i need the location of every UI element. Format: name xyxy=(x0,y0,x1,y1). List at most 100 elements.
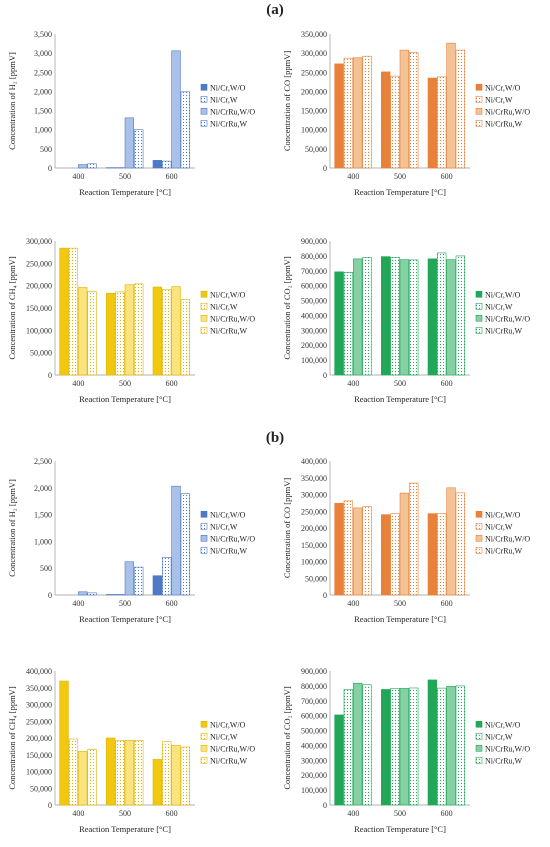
y-axis-title: Concentration of H₂ [ppmV] xyxy=(7,479,17,577)
legend-entry: Ni/CrRu,W/O xyxy=(210,744,255,753)
legend-entry: Ni/CrRu,W/O xyxy=(210,534,255,543)
y-tick-label: 0 xyxy=(323,801,327,810)
y-tick-label: 0 xyxy=(323,591,327,600)
bar xyxy=(409,687,419,806)
legend-entry: Ni/CrRu,W xyxy=(485,546,523,555)
y-tick-label: 300,000 xyxy=(301,326,327,335)
legend-entry: Ni/Cr,W/O xyxy=(485,510,521,519)
y-tick-label: 150,000 xyxy=(301,541,327,550)
y-axis-title: Concentration of CO₂ [ppmV] xyxy=(282,686,292,789)
chart-a-ch4: 0 50,000 100,000 150,000 200,000 250,000 300,0… xyxy=(7,237,255,404)
y-tick-label: 300,000 xyxy=(26,701,52,710)
bar xyxy=(455,49,466,169)
legend-swatch xyxy=(475,95,483,103)
y-tick-label: 1,500 xyxy=(34,511,52,520)
y-tick-label: 0 xyxy=(323,371,327,380)
y-tick-label: 600,000 xyxy=(301,712,327,721)
legend-swatch xyxy=(475,534,483,542)
y-axis-title: Concentration of CH₄ [ppmV] xyxy=(7,686,17,789)
legend-swatch xyxy=(475,510,483,518)
legend-swatch xyxy=(200,95,208,103)
bar xyxy=(59,247,69,376)
bar xyxy=(353,57,363,169)
x-tick-label: 600 xyxy=(441,809,453,818)
bar xyxy=(171,50,181,169)
x-tick-label: 600 xyxy=(441,172,453,181)
bar xyxy=(87,749,97,806)
x-axis-title: Reaction Temperature [°C] xyxy=(354,824,446,834)
y-tick-label: 100,000 xyxy=(26,326,52,335)
bar xyxy=(124,117,135,169)
x-tick-label: 600 xyxy=(166,379,178,388)
bar xyxy=(334,271,344,376)
x-tick-label: 500 xyxy=(119,809,131,818)
legend-swatch xyxy=(475,302,483,310)
chart-b-co: 0 50,000 100,000 150,000 200,000 250,000 300,0… xyxy=(282,457,530,624)
y-tick-label: 300,000 xyxy=(301,49,327,58)
y-tick-label: 500 xyxy=(40,145,52,154)
bar xyxy=(343,500,354,596)
y-tick-label: 200,000 xyxy=(26,282,52,291)
bar xyxy=(68,247,79,376)
y-tick-label: 400,000 xyxy=(26,667,52,676)
y-tick-label: 250,000 xyxy=(26,259,52,268)
bar xyxy=(390,75,400,169)
legend-entry: Ni/CrRu,W xyxy=(485,326,523,335)
bar xyxy=(106,737,116,806)
y-tick-label: 800,000 xyxy=(301,682,327,691)
y-axis-title: Concentration of CO [ppmV] xyxy=(282,478,292,578)
y-tick-label: 0 xyxy=(48,371,52,380)
x-tick-label: 600 xyxy=(441,379,453,388)
chart-b-co2: 0 100,000 200,000 300,000 400,000 500,000 600,… xyxy=(282,667,530,834)
legend-entry: Ni/Cr,W xyxy=(210,95,238,104)
x-tick-label: 500 xyxy=(119,379,131,388)
chart-b-h2: 0 500 1,000 1,500 2,000 2,500 Concentration of… xyxy=(7,457,255,624)
y-tick-label: 2,500 xyxy=(34,457,52,466)
bar xyxy=(106,594,116,596)
y-axis-title: Concentration of CO₂ [ppmV] xyxy=(282,256,292,359)
y-tick-label: 150,000 xyxy=(301,107,327,116)
legend-entry: Ni/Cr,W xyxy=(485,522,513,531)
bar xyxy=(455,255,466,376)
x-axis-title: Reaction Temperature [°C] xyxy=(354,187,446,197)
legend-entry: Ni/Cr,W xyxy=(210,732,238,741)
bar xyxy=(427,77,438,169)
x-tick-label: 600 xyxy=(166,172,178,181)
x-axis-title: Reaction Temperature [°C] xyxy=(354,394,446,404)
y-tick-label: 1,500 xyxy=(34,107,52,116)
legend-swatch xyxy=(200,720,208,728)
y-tick-label: 50,000 xyxy=(30,349,52,358)
bar xyxy=(87,592,97,596)
legend-entry: Ni/CrRu,W xyxy=(210,756,248,765)
x-tick-label: 500 xyxy=(394,172,406,181)
legend-swatch xyxy=(200,510,208,518)
bar xyxy=(353,258,363,376)
x-tick-label: 400 xyxy=(347,379,359,388)
legend-entry: Ni/Cr,W/O xyxy=(210,83,246,92)
chart-a-h2: 0 500 1,000 1,500 2,000 2,500 3,000 3,500 Concen… xyxy=(7,30,255,197)
legend-entry: Ni/CrRu,W xyxy=(210,546,248,555)
y-tick-label: 200,000 xyxy=(26,734,52,743)
bar xyxy=(343,271,354,376)
y-tick-label: 200,000 xyxy=(301,341,327,350)
x-tick-label: 500 xyxy=(394,379,406,388)
bar xyxy=(409,52,419,169)
bar xyxy=(390,688,400,806)
y-tick-label: 100,000 xyxy=(301,558,327,567)
bar xyxy=(152,160,163,169)
legend-swatch xyxy=(200,732,208,740)
y-tick-label: 500,000 xyxy=(301,297,327,306)
y-tick-label: 700,000 xyxy=(301,267,327,276)
y-tick-label: 200,000 xyxy=(301,771,327,780)
x-tick-label: 500 xyxy=(394,599,406,608)
chart-a-co: 0 50,000 100,000 150,000 200,000 250,000 300,0… xyxy=(282,30,530,197)
bar xyxy=(334,63,344,169)
bar xyxy=(171,745,181,806)
y-tick-label: 250,000 xyxy=(301,507,327,516)
y-tick-label: 400,000 xyxy=(301,311,327,320)
bar xyxy=(180,493,191,596)
y-tick-label: 200,000 xyxy=(301,524,327,533)
bar xyxy=(78,287,88,376)
legend-swatch xyxy=(200,119,208,127)
x-tick-label: 400 xyxy=(72,379,84,388)
